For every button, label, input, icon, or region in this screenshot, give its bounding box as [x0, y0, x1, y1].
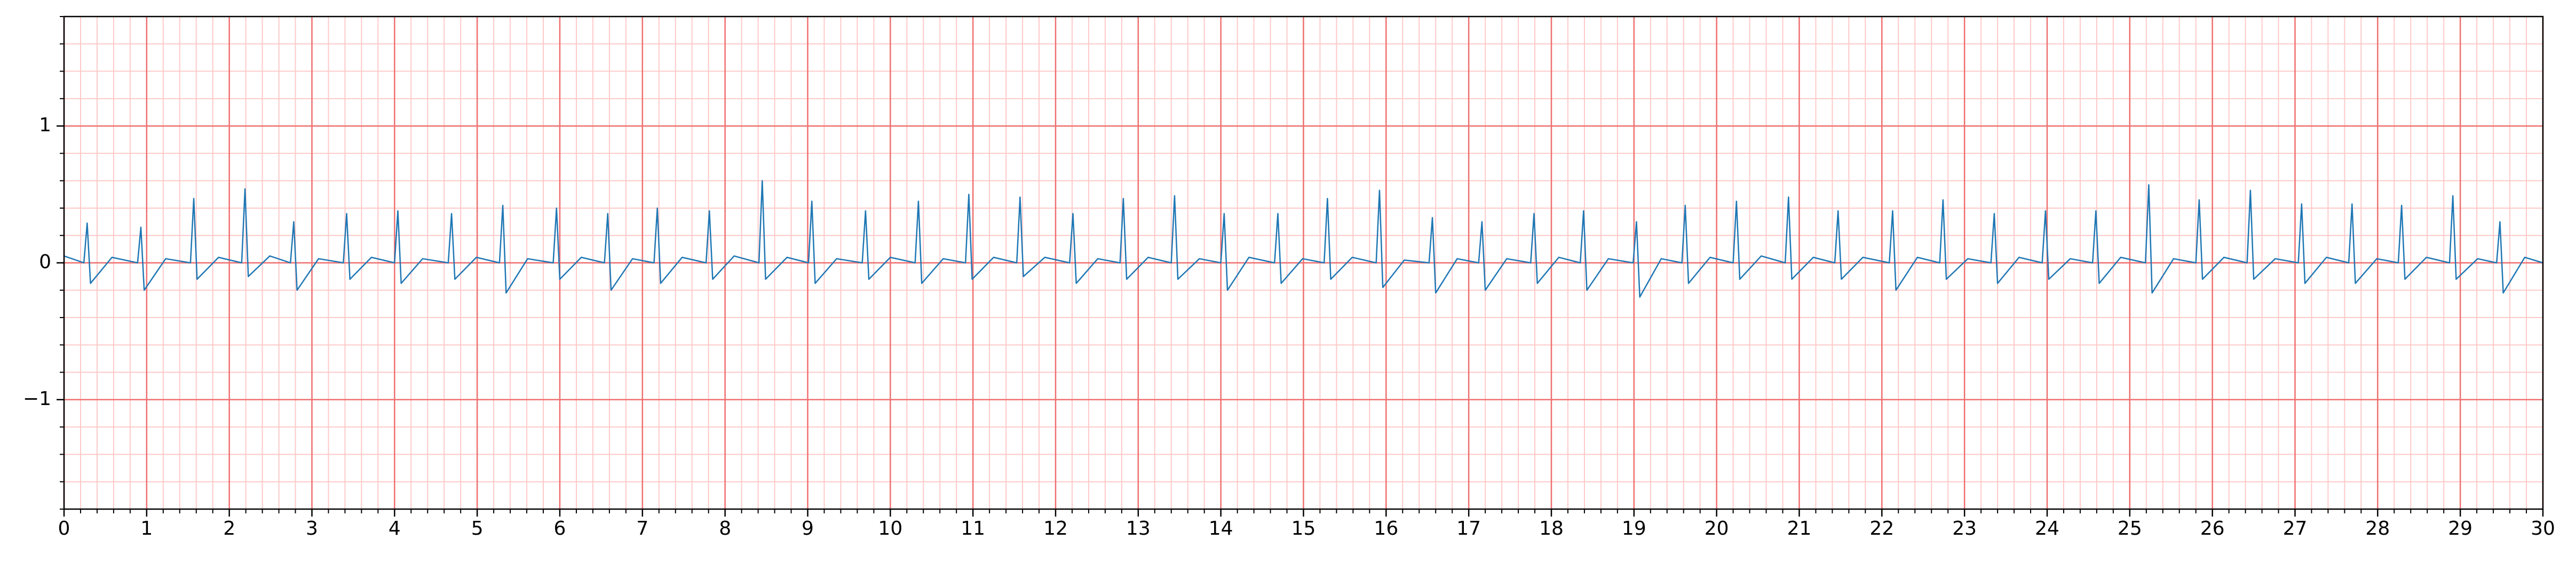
x-tick-label: 29 [2448, 518, 2472, 540]
x-tick-label: 1 [140, 518, 153, 540]
x-tick-label: 11 [961, 518, 985, 540]
x-tick-label: 17 [1456, 518, 1481, 540]
x-tick-label: 19 [1622, 518, 1646, 540]
x-tick-label: 28 [2365, 518, 2390, 540]
x-tick-label: 13 [1126, 518, 1151, 540]
x-tick-label: 4 [389, 518, 401, 540]
ecg-line [64, 180, 2543, 298]
x-tick-label: 0 [58, 518, 70, 540]
x-tick-label: 9 [802, 518, 814, 540]
x-tick-label: 22 [1869, 518, 1894, 540]
x-tick-label: 16 [1374, 518, 1398, 540]
y-tick-label: 0 [39, 251, 51, 273]
x-tick-label: 26 [2200, 518, 2225, 540]
x-tick-label: 7 [636, 518, 648, 540]
x-tick-label: 5 [471, 518, 484, 540]
x-tick-label: 23 [1952, 518, 1977, 540]
x-tick-label: 14 [1209, 518, 1233, 540]
x-tick-label: 12 [1043, 518, 1068, 540]
x-tick-label: 20 [1705, 518, 1729, 540]
x-tick-label: 2 [223, 518, 235, 540]
y-tick-label: 1 [39, 114, 51, 136]
x-tick-label: 15 [1291, 518, 1316, 540]
x-tick-label: 10 [878, 518, 902, 540]
plot-frame [63, 15, 2544, 510]
x-tick-label: 3 [306, 518, 318, 540]
x-tick-label: 25 [2118, 518, 2142, 540]
x-tick-label: 8 [719, 518, 731, 540]
x-tick-label: 21 [1787, 518, 1812, 540]
x-tick-label: 30 [2531, 518, 2555, 540]
x-tick-label: 18 [1539, 518, 1564, 540]
x-tick-label: 24 [2035, 518, 2059, 540]
x-tick-label: 27 [2283, 518, 2308, 540]
y-tick-label: −1 [23, 388, 51, 410]
x-tick-label: 6 [554, 518, 566, 540]
